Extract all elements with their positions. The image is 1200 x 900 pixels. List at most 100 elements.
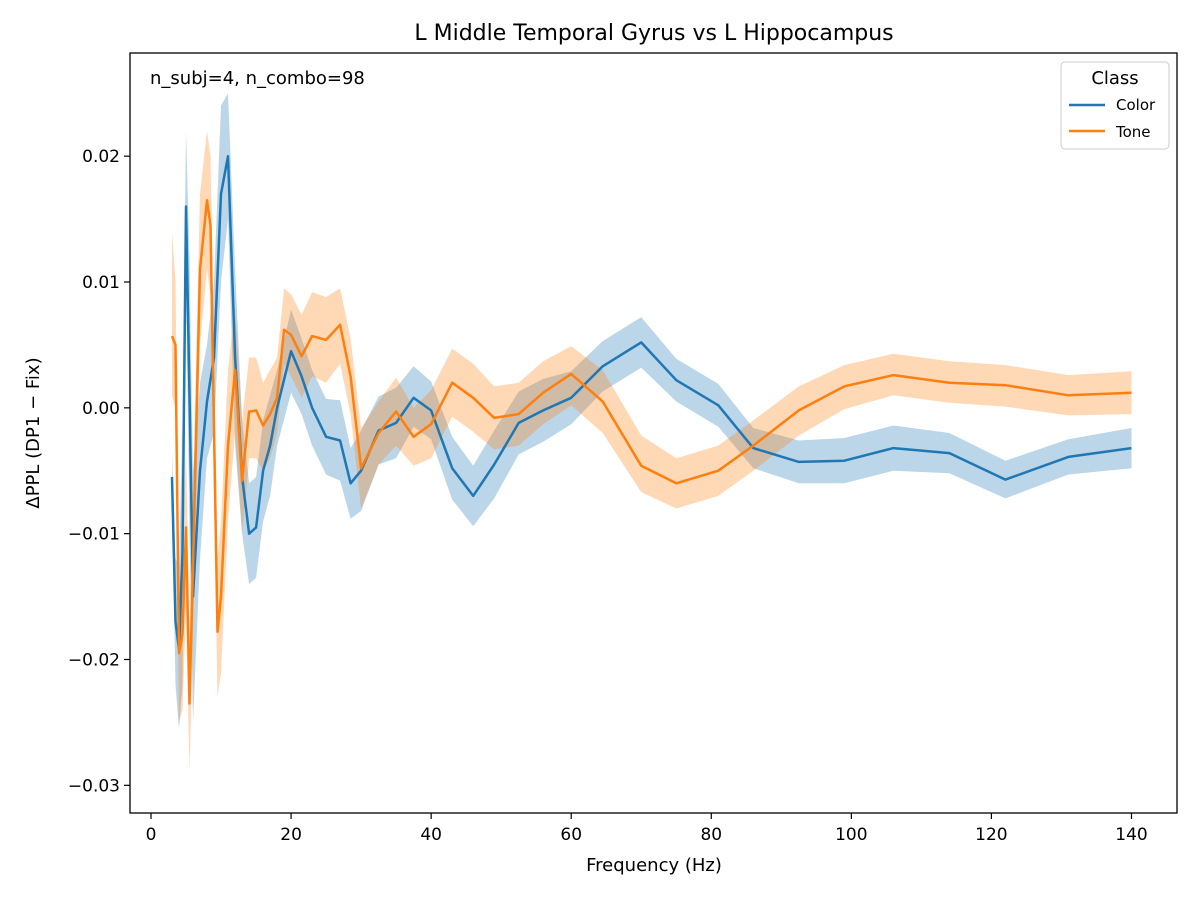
tone-data-point	[216, 631, 218, 633]
tone-data-point	[174, 344, 176, 346]
tone-data-point	[377, 432, 379, 434]
tone-confidence-band	[172, 131, 1132, 773]
color-data-point	[395, 422, 397, 424]
legend-title: Class	[1091, 68, 1138, 89]
tone-data-point	[209, 224, 211, 226]
confidence-bands	[172, 93, 1132, 773]
tone-data-point	[892, 374, 894, 376]
color-data-point	[640, 341, 642, 343]
color-data-point	[675, 379, 677, 381]
tone-data-point	[171, 335, 173, 337]
tone-data-point	[206, 199, 208, 201]
plot-area	[170, 93, 1132, 773]
color-data-point	[1004, 478, 1006, 480]
color-data-point	[570, 397, 572, 399]
tone-data-point	[262, 424, 264, 426]
tone-data-point	[241, 480, 243, 482]
tone-data-point	[300, 355, 302, 357]
color-data-point	[248, 533, 250, 535]
x-axis-ticks: 0 20 40 60 80 100 120 140	[146, 813, 1148, 845]
tone-data-point	[1004, 384, 1006, 386]
tone-data-point	[360, 467, 362, 469]
color-data-point	[276, 407, 278, 409]
color-data-point	[843, 460, 845, 462]
tone-data-point	[234, 369, 236, 371]
color-data-point	[185, 205, 187, 207]
color-data-point	[892, 447, 894, 449]
color-data-point	[174, 621, 176, 623]
tone-data-point	[185, 526, 187, 528]
tone-data-point	[227, 444, 229, 446]
color-data-point	[171, 476, 173, 478]
y-tick-label: −0.03	[68, 776, 120, 796]
tone-data-point	[843, 385, 845, 387]
tone-data-point	[199, 268, 201, 270]
color-data-point	[1067, 456, 1069, 458]
tone-data-point	[255, 409, 257, 411]
color-data-point	[339, 439, 341, 441]
tone-data-point	[276, 397, 278, 399]
tone-data-point	[602, 400, 604, 402]
y-axis-ticks: −0.03 −0.02 −0.01 0.00 0.01 0.02	[68, 147, 130, 796]
tone-data-point	[493, 417, 495, 419]
tone-data-point	[717, 470, 719, 472]
tone-data-point	[349, 375, 351, 377]
x-tick-label: 20	[280, 825, 302, 845]
chart-title: L Middle Temporal Gyrus vs L Hippocampus	[414, 21, 893, 46]
tone-data-point	[311, 335, 313, 337]
color-data-point	[234, 356, 236, 358]
tone-data-point	[798, 409, 800, 411]
x-tick-label: 80	[700, 825, 722, 845]
tone-series-line	[170, 198, 1132, 705]
tone-data-point	[290, 334, 292, 336]
color-data-point	[220, 193, 222, 195]
color-series-line	[170, 154, 1132, 651]
tone-data-point	[1130, 392, 1132, 394]
x-tick-label: 40	[420, 825, 442, 845]
tone-data-point	[948, 382, 950, 384]
tone-data-point	[269, 413, 271, 415]
color-data-point	[199, 470, 201, 472]
color-data-point	[181, 551, 183, 553]
tone-data-point	[248, 410, 250, 412]
tone-data-point	[451, 382, 453, 384]
tone-data-point	[752, 444, 754, 446]
color-data-point	[493, 463, 495, 465]
y-tick-label: −0.01	[68, 525, 120, 545]
color-data-point	[717, 404, 719, 406]
x-tick-label: 120	[975, 825, 1007, 845]
color-data-point	[518, 422, 520, 424]
color-data-point	[349, 482, 351, 484]
color-data-point	[798, 461, 800, 463]
tone-data-point	[181, 633, 183, 635]
x-axis-label: Frequency (Hz)	[586, 855, 722, 876]
legend-box	[1060, 61, 1170, 150]
color-data-point	[430, 409, 432, 411]
tone-data-point	[518, 413, 520, 415]
legend-label-tone: Tone	[1115, 123, 1151, 141]
color-data-point	[227, 155, 229, 157]
tone-data-point	[395, 410, 397, 412]
color-data-point	[206, 400, 208, 402]
x-tick-label: 100	[835, 825, 867, 845]
tone-data-point	[325, 339, 327, 341]
y-tick-label: −0.02	[68, 650, 120, 670]
sample-size-annotation: n_subj=4, n_combo=98	[150, 68, 365, 89]
color-data-point	[290, 350, 292, 352]
tone-data-point	[178, 652, 180, 654]
color-data-point	[948, 452, 950, 454]
tone-data-point	[570, 373, 572, 375]
tone-data-point	[640, 465, 642, 467]
y-axis-label: ΔPPL (DP1 − Fix)	[23, 357, 44, 508]
y-tick-label: 0.00	[82, 399, 120, 419]
legend: Class Color Tone	[1060, 61, 1170, 150]
color-data-point	[255, 526, 257, 528]
tone-data-point	[412, 436, 414, 438]
tone-data-point	[675, 482, 677, 484]
tone-data-point	[542, 392, 544, 394]
tone-data-point	[1067, 394, 1069, 396]
color-data-point	[412, 397, 414, 399]
tone-data-point	[283, 329, 285, 331]
tone-data-point	[192, 564, 194, 566]
